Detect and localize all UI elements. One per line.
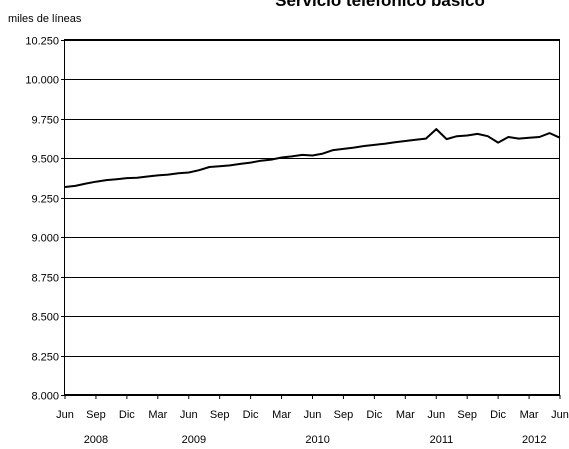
y-tick-label: 9.500: [31, 154, 59, 166]
x-tick-label: Sep: [210, 409, 230, 421]
y-tick-label: 10.250: [25, 36, 59, 48]
grid-lines: [65, 40, 560, 396]
y-tick-label: 8.750: [31, 273, 59, 285]
y-tick-label: 9.000: [31, 233, 59, 245]
year-label: 2008: [84, 434, 108, 446]
y-axis-label: miles de líneas: [8, 13, 82, 25]
y-axis-ticks: 8.000 8.250 8.500 8.750 9.000 9.250 9.500 9.750…: [25, 36, 65, 403]
x-tick-label: Jun: [56, 409, 74, 421]
plot-frame: [64, 39, 560, 395]
x-tick-label: Mar: [148, 409, 167, 421]
y-tick-label: 9.750: [31, 115, 59, 127]
y-tick-label: 9.250: [31, 194, 59, 206]
x-tick-label: Sep: [86, 409, 106, 421]
year-label: 2012: [522, 434, 546, 446]
y-tick-label: 8.000: [31, 391, 59, 403]
y-tick-label: 10.000: [25, 75, 59, 87]
year-label: 2011: [430, 434, 454, 446]
x-axis-ticks: Jun Sep Dic Mar Jun Sep Dic Mar Jun Sep Dic Mar Jun S…: [56, 395, 569, 421]
year-label: 2009: [182, 434, 206, 446]
year-label: 2010: [305, 434, 329, 446]
x-tick-label: Sep: [334, 409, 354, 421]
series-line: [64, 128, 561, 188]
x-tick-label: Dic: [366, 409, 382, 421]
y-tick-label: 8.500: [31, 312, 59, 324]
x-tick-label: Dic: [243, 409, 259, 421]
x-tick-label: Jun: [551, 409, 569, 421]
y-tick-label: 8.250: [31, 352, 59, 364]
x-tick-label: Jun: [427, 409, 445, 421]
x-tick-label: Mar: [272, 409, 291, 421]
x-tick-label: Mar: [396, 409, 415, 421]
x-tick-label: Sep: [457, 409, 477, 421]
chart-title: Servicio telefónico básico: [275, 0, 485, 10]
year-labels: 2008 2009 2010 2011 2012: [84, 434, 547, 446]
x-tick-label: Jun: [180, 409, 198, 421]
x-tick-label: Dic: [490, 409, 506, 421]
x-tick-label: Dic: [119, 409, 135, 421]
x-tick-label: Jun: [304, 409, 322, 421]
x-tick-label: Mar: [520, 409, 539, 421]
